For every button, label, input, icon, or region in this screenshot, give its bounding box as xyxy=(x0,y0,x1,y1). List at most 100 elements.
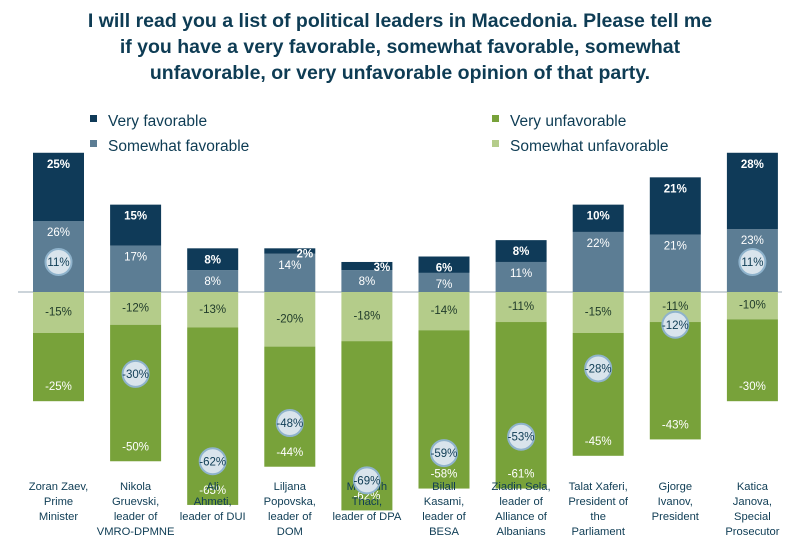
data-label-somewhat-favorable: 21% xyxy=(664,241,687,253)
legend-label-somewhat-favorable: Somewhat favorable xyxy=(108,138,249,155)
bar-very-favorable xyxy=(726,152,778,230)
net-score-label: -28% xyxy=(585,363,612,375)
category-label: Talat Xaferi, President of the Parliament xyxy=(568,481,629,538)
data-label-somewhat-unfavorable: -15% xyxy=(585,307,612,319)
category-label-line: President of xyxy=(568,496,629,508)
data-label-somewhat-favorable: 23% xyxy=(741,235,764,247)
legend-swatch-somewhat-favorable xyxy=(90,140,97,147)
net-score-bubble xyxy=(352,466,381,495)
bar-very-unfavorable xyxy=(649,322,701,440)
net-score-label: -30% xyxy=(122,369,149,381)
bar-very-favorable xyxy=(110,204,162,246)
category-label-line: Katica xyxy=(737,481,769,493)
category-label: Liljana Popovska, leader of DOM xyxy=(264,481,316,538)
data-label-somewhat-favorable: 17% xyxy=(124,252,147,264)
data-label-very-unfavorable: -50% xyxy=(122,441,149,453)
data-label-very-favorable: 8% xyxy=(204,254,221,266)
category-label: Bilall Kasami, leader of BESA xyxy=(422,481,466,538)
net-score-label: -62% xyxy=(199,456,226,468)
category-label-line: Albanians xyxy=(497,526,547,538)
data-label-somewhat-unfavorable: -11% xyxy=(508,301,534,313)
bar-very-favorable xyxy=(264,248,316,254)
net-score-bubble xyxy=(584,354,613,383)
chart-title-line-1: I will read you a list of political lead… xyxy=(87,10,713,32)
category-label: Zoran Zaev, Prime Minister xyxy=(29,481,88,523)
category-label-line: leader of xyxy=(422,511,466,523)
legend-swatch-very-unfavorable xyxy=(492,115,499,122)
category-label-line: Talat Xaferi, xyxy=(569,481,628,493)
data-label-very-unfavorable: -30% xyxy=(739,381,766,393)
category-label-line: Thaci, xyxy=(352,496,382,508)
net-score-bubble xyxy=(507,422,536,451)
net-score-bubble xyxy=(661,310,690,339)
bar-very-favorable xyxy=(572,204,624,232)
bar-very-favorable xyxy=(187,248,239,271)
data-label-somewhat-favorable: 8% xyxy=(204,276,221,288)
category-label-line: Janova, xyxy=(733,496,772,508)
net-score-bubble xyxy=(738,247,767,276)
data-label-somewhat-unfavorable: -14% xyxy=(431,305,458,317)
data-label-somewhat-favorable: 26% xyxy=(47,227,70,239)
bar-somewhat-unfavorable xyxy=(726,292,778,320)
data-label-very-unfavorable: -44% xyxy=(276,447,303,459)
category-label-line: Prime xyxy=(44,496,73,508)
category-label-line: Minister xyxy=(39,511,78,523)
data-label-somewhat-favorable: 11% xyxy=(510,268,532,280)
net-score-bubble xyxy=(430,439,458,468)
bar-somewhat-unfavorable xyxy=(187,292,239,328)
data-label-very-favorable: 6% xyxy=(436,263,453,275)
net-score-label: -69% xyxy=(353,475,380,487)
category-label-line: BESA xyxy=(429,526,459,538)
category-label-line: Ivanov, xyxy=(658,496,693,508)
legend-swatch-somewhat-unfavorable xyxy=(492,140,499,147)
data-label-somewhat-unfavorable: -10% xyxy=(739,300,766,312)
data-label-somewhat-favorable: 7% xyxy=(436,279,453,291)
bar-very-unfavorable xyxy=(572,332,624,456)
category-label-line: Zoran Zaev, xyxy=(29,481,88,493)
category-label-line: leader of xyxy=(114,511,158,523)
category-label-line: Alliance of xyxy=(495,511,548,523)
data-label-very-favorable: 10% xyxy=(587,211,610,223)
category-label: Nikola Gruevski, leader of VMRO-DPMNE xyxy=(97,481,175,538)
category-label-line: Parliament xyxy=(571,526,625,538)
category-label-line: DOM xyxy=(277,526,303,538)
category-label-line: Liljana xyxy=(274,481,307,493)
net-score-bubble xyxy=(44,247,73,276)
net-score-label: -53% xyxy=(508,432,535,444)
data-label-somewhat-unfavorable: -20% xyxy=(276,313,303,325)
category-label: Katica Janova, Special Prosecutor xyxy=(725,481,779,538)
data-label-very-favorable: 25% xyxy=(47,159,70,171)
category-label-line: Kasami, xyxy=(424,496,464,508)
net-score-label: -48% xyxy=(276,418,303,430)
bar-somewhat-favorable xyxy=(341,270,393,292)
bar-very-unfavorable xyxy=(110,324,162,462)
legend-label-very-favorable: Very favorable xyxy=(108,113,207,130)
data-label-very-unfavorable: -62% xyxy=(353,490,380,502)
data-label-very-favorable: 15% xyxy=(124,211,147,223)
net-score-bubble xyxy=(275,409,304,438)
net-score-label: -59% xyxy=(431,448,458,460)
bar-very-unfavorable xyxy=(495,322,547,489)
data-label-somewhat-unfavorable: -18% xyxy=(353,311,380,323)
bar-very-favorable xyxy=(341,261,393,271)
data-label-somewhat-favorable: 14% xyxy=(278,260,301,272)
net-score-bubble xyxy=(121,359,150,388)
category-label-line: Ahmeti, xyxy=(194,496,232,508)
category-label-line: President xyxy=(652,511,700,523)
bar-very-unfavorable xyxy=(187,327,239,505)
bar-somewhat-favorable xyxy=(264,253,316,292)
bar-somewhat-favorable xyxy=(649,234,701,292)
legend-swatch-very-favorable xyxy=(90,115,97,122)
net-score-label: 11% xyxy=(47,257,69,269)
net-score-label: -12% xyxy=(662,320,689,332)
data-label-very-unfavorable: -45% xyxy=(585,436,612,448)
category-label-line: VMRO-DPMNE xyxy=(97,526,175,538)
data-label-very-favorable: 3% xyxy=(374,262,391,274)
category-label-line: leader of DUI xyxy=(180,511,246,523)
data-label-very-unfavorable: -61% xyxy=(508,469,535,481)
data-label-somewhat-favorable: 8% xyxy=(359,276,376,288)
data-label-very-unfavorable: -58% xyxy=(431,469,458,481)
bar-very-unfavorable xyxy=(33,332,84,402)
category-label-line: Ali xyxy=(206,481,218,493)
bar-somewhat-favorable xyxy=(110,245,162,292)
